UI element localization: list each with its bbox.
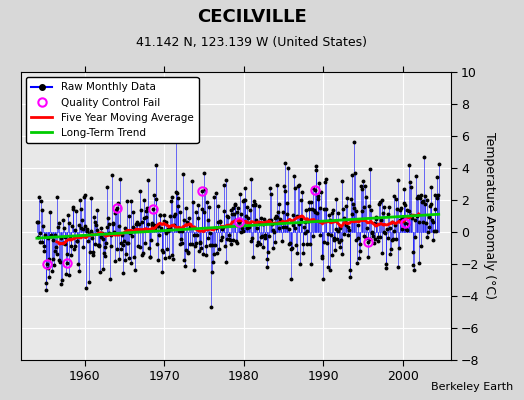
Text: 41.142 N, 123.139 W (United States): 41.142 N, 123.139 W (United States) [136, 36, 367, 49]
Text: CECILVILLE: CECILVILLE [196, 8, 307, 26]
Text: Berkeley Earth: Berkeley Earth [431, 382, 514, 392]
Legend: Raw Monthly Data, Quality Control Fail, Five Year Moving Average, Long-Term Tren: Raw Monthly Data, Quality Control Fail, … [26, 77, 199, 143]
Y-axis label: Temperature Anomaly (°C): Temperature Anomaly (°C) [483, 132, 496, 300]
